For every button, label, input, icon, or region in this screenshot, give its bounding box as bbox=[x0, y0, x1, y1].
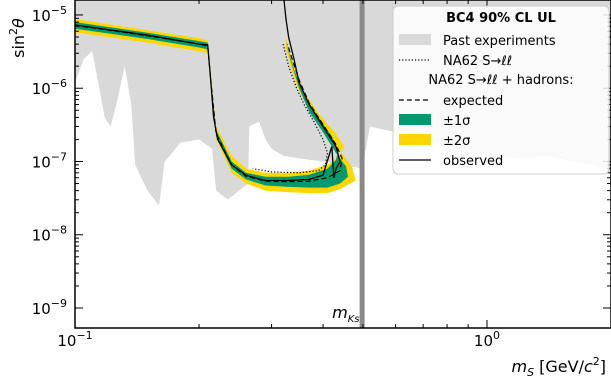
sensitivity-bands-layer bbox=[75, 19, 356, 194]
na62-ll-line bbox=[252, 43, 329, 174]
legend-label: Past experiments bbox=[443, 34, 556, 49]
legend-label: ±1σ bbox=[443, 114, 470, 129]
legend-label: expected bbox=[443, 94, 503, 109]
y-axis-label: sin2θ bbox=[7, 18, 28, 58]
legend: BC4 90% CL UL Past experiments NA62 S→ℓℓ NA… bbox=[392, 5, 610, 175]
limit-lines-layer bbox=[75, 0, 343, 183]
y-tick-label: 10−8 bbox=[32, 224, 67, 245]
legend-title: BC4 90% CL UL bbox=[446, 11, 556, 26]
band-1sigma bbox=[75, 22, 348, 188]
axis-tick-labels: 10−1 100 10−9 10−8 10−7 10−6 10−5 bbox=[32, 4, 500, 350]
legend-header: NA62 S→ℓℓ + hadrons: bbox=[428, 73, 573, 88]
legend-swatch bbox=[399, 114, 431, 125]
plot-border bbox=[74, 0, 611, 329]
axis-ticks bbox=[74, 0, 611, 328]
legend-swatch bbox=[399, 34, 431, 45]
y-tick-label: 10−6 bbox=[32, 77, 67, 98]
observed-line bbox=[75, 0, 341, 182]
legend-swatch bbox=[399, 134, 431, 145]
legend-box bbox=[392, 5, 610, 175]
y-tick-label: 10−9 bbox=[32, 297, 67, 318]
legend-label: observed bbox=[443, 154, 503, 169]
y-tick-label: 10−5 bbox=[32, 4, 67, 25]
x-axis-label: mS [GeV/c2] bbox=[511, 355, 606, 379]
legend-label: NA62 S→ℓℓ bbox=[443, 54, 512, 69]
x-tick-label: 10−1 bbox=[57, 329, 92, 350]
legend-label: ±2σ bbox=[443, 134, 470, 149]
y-tick-label: 10−7 bbox=[32, 150, 67, 171]
plot-frame bbox=[74, 0, 611, 329]
x-tick-label: 100 bbox=[474, 329, 500, 350]
mk-label: mKs bbox=[332, 303, 359, 325]
